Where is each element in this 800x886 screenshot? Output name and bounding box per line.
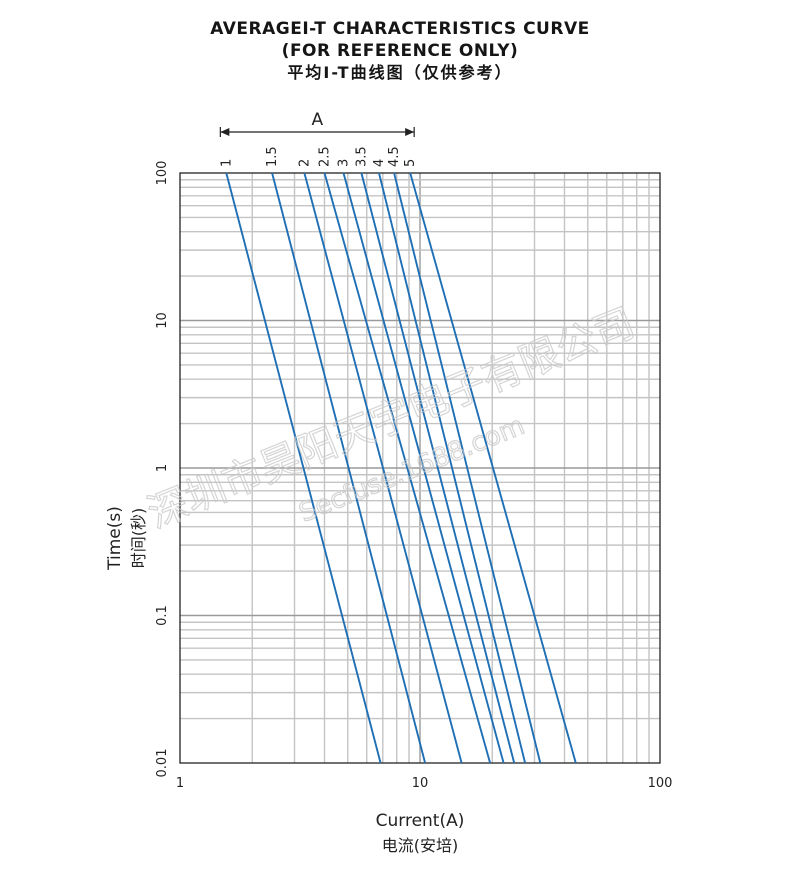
x-tick-label: 10 xyxy=(412,776,429,791)
chart-title: AVERAGEI-T CHARACTERISTICS CURVE (FOR RE… xyxy=(0,18,800,84)
curve-5 xyxy=(409,172,577,764)
rating-arrow: A xyxy=(219,110,415,137)
curve-2.5 xyxy=(323,172,492,764)
curve-3 xyxy=(342,172,505,764)
series-label-2.5: 2.5 xyxy=(318,146,333,167)
y-tick-label: 0.01 xyxy=(155,749,170,778)
x-axis-label: Current(A) xyxy=(376,811,465,831)
rating-arrow-head-left xyxy=(220,128,230,136)
x-axis-label-cn: 电流(安培) xyxy=(382,836,459,855)
plot-frame xyxy=(179,172,661,764)
series-label-1.5: 1.5 xyxy=(265,146,280,167)
series-label-3: 3 xyxy=(337,159,352,167)
series-label-5: 5 xyxy=(403,159,418,167)
y-tick-label: 0.1 xyxy=(155,605,170,626)
y-tick-label: 1 xyxy=(155,464,170,472)
curve-1 xyxy=(225,172,382,764)
series-label-1: 1 xyxy=(219,159,234,167)
curve-4 xyxy=(378,172,527,764)
series-label-4: 4 xyxy=(372,159,387,167)
rating-label: A xyxy=(311,110,323,130)
curve-3.5 xyxy=(360,172,516,764)
curve-4.5 xyxy=(393,172,542,764)
curves xyxy=(225,172,577,764)
series-label-2: 2 xyxy=(297,159,312,167)
title-line-1: AVERAGEI-T CHARACTERISTICS CURVE xyxy=(210,19,590,39)
curve-2 xyxy=(303,172,463,764)
x-tick-label: 100 xyxy=(648,776,673,791)
curve-1.5 xyxy=(271,172,427,764)
title-line-2: (FOR REFERENCE ONLY) xyxy=(281,41,519,61)
series-label-4.5: 4.5 xyxy=(387,146,402,167)
series-label-3.5: 3.5 xyxy=(354,146,369,167)
y-tick-label: 10 xyxy=(155,312,170,329)
title-line-3: 平均I-T曲线图（仅供参考） xyxy=(287,63,513,82)
y-axis-label-cn: 时间(秒) xyxy=(129,508,148,569)
series-labels: 1 1.5 2 2.5 3 3.5 4 4.5 5 xyxy=(219,146,418,167)
y-tick-label: 100 xyxy=(155,161,170,186)
tick-labels: 1 10 100 100 10 1 0.1 0.01 xyxy=(155,161,672,791)
y-axis-label: Time(s) xyxy=(105,506,125,571)
x-tick-label: 1 xyxy=(176,776,184,791)
rating-arrow-head-right xyxy=(405,128,415,136)
